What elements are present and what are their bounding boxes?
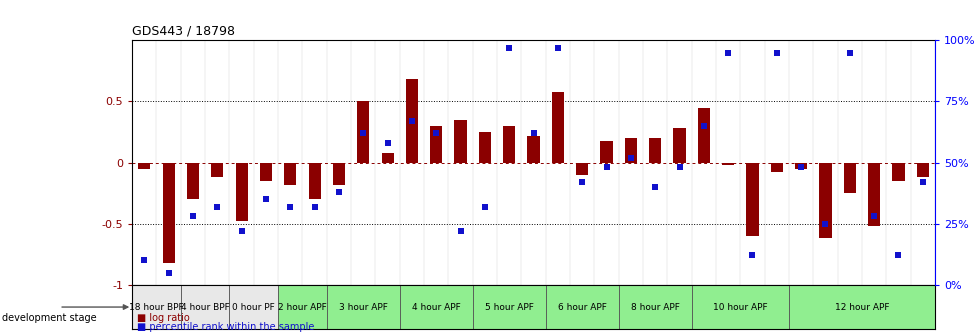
Bar bbox=[399, 285, 472, 329]
Text: 2 hour APF: 2 hour APF bbox=[278, 302, 327, 311]
Bar bbox=[648, 138, 660, 163]
Bar bbox=[454, 120, 467, 163]
Bar bbox=[770, 163, 782, 172]
Bar bbox=[545, 285, 618, 329]
Text: 12 hour APF: 12 hour APF bbox=[834, 302, 888, 311]
Text: 4 hour BPF: 4 hour BPF bbox=[181, 302, 229, 311]
Text: 18 hour BPF: 18 hour BPF bbox=[129, 302, 184, 311]
Bar bbox=[697, 108, 709, 163]
Bar bbox=[819, 163, 830, 238]
Bar bbox=[892, 163, 904, 181]
Bar bbox=[406, 79, 418, 163]
Bar bbox=[867, 163, 879, 226]
Text: 4 hour APF: 4 hour APF bbox=[412, 302, 461, 311]
Bar bbox=[843, 163, 855, 193]
Text: 8 hour APF: 8 hour APF bbox=[630, 302, 679, 311]
Text: development stage: development stage bbox=[2, 312, 97, 323]
Bar bbox=[327, 285, 399, 329]
Bar bbox=[429, 126, 442, 163]
Bar bbox=[229, 285, 278, 329]
Text: 0 hour PF: 0 hour PF bbox=[232, 302, 275, 311]
Bar bbox=[503, 126, 514, 163]
Bar bbox=[333, 163, 344, 184]
Bar bbox=[284, 163, 296, 184]
Text: 10 hour APF: 10 hour APF bbox=[712, 302, 767, 311]
Bar bbox=[132, 285, 181, 329]
Bar bbox=[600, 140, 612, 163]
Bar bbox=[618, 285, 691, 329]
Bar bbox=[162, 163, 174, 263]
Bar bbox=[259, 163, 272, 181]
Bar bbox=[381, 153, 393, 163]
Text: GDS443 / 18798: GDS443 / 18798 bbox=[132, 25, 235, 38]
Bar bbox=[552, 92, 563, 163]
Bar bbox=[691, 285, 788, 329]
Bar bbox=[357, 101, 369, 163]
Text: 6 hour APF: 6 hour APF bbox=[557, 302, 606, 311]
Bar bbox=[181, 285, 229, 329]
Bar bbox=[527, 136, 539, 163]
Text: 5 hour APF: 5 hour APF bbox=[484, 302, 533, 311]
Bar bbox=[745, 163, 758, 236]
Bar bbox=[187, 163, 199, 199]
Bar bbox=[673, 128, 685, 163]
Bar bbox=[308, 163, 321, 199]
Bar bbox=[624, 138, 637, 163]
Text: ■ percentile rank within the sample: ■ percentile rank within the sample bbox=[137, 322, 314, 332]
Bar bbox=[236, 163, 247, 221]
Bar bbox=[472, 285, 545, 329]
Bar bbox=[575, 163, 588, 175]
Bar bbox=[278, 285, 327, 329]
Bar bbox=[478, 132, 491, 163]
Bar bbox=[138, 163, 151, 169]
Bar bbox=[915, 163, 928, 177]
Bar bbox=[794, 163, 807, 169]
Text: 3 hour APF: 3 hour APF bbox=[338, 302, 387, 311]
Text: ■ log ratio: ■ log ratio bbox=[137, 313, 190, 323]
Bar bbox=[211, 163, 223, 177]
Bar bbox=[722, 163, 734, 165]
Bar bbox=[788, 285, 934, 329]
